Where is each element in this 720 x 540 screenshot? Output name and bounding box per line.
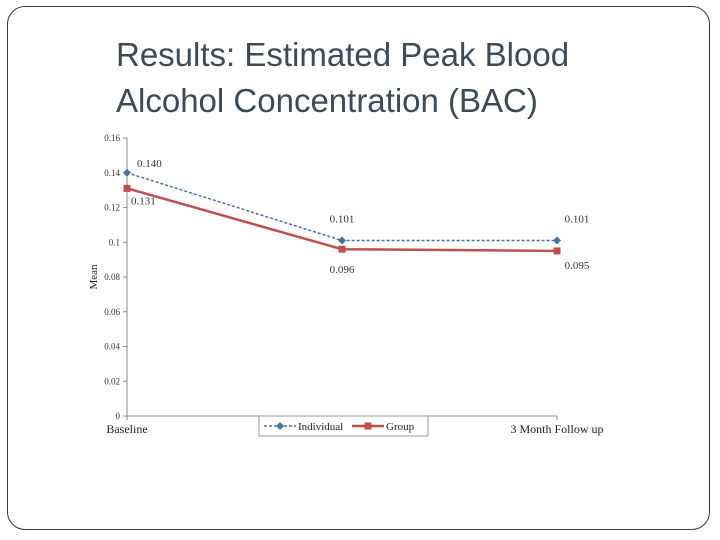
chart-axes: 0 0.02 0.04 0.06 0.08 0.1 0.12 0.14 0.16 Baseline… bbox=[88, 133, 604, 436]
x-tick-label: Baseline bbox=[106, 422, 147, 436]
slide-title-line-2: Alcohol Concentration (BAC) bbox=[116, 82, 538, 119]
y-tick-label: 0.06 bbox=[104, 307, 120, 317]
data-label-individual: 0.101 bbox=[565, 214, 590, 226]
slide-title-line-1: Results: Estimated Peak Blood bbox=[116, 36, 570, 73]
point-group bbox=[338, 245, 346, 253]
legend-marker-group bbox=[364, 422, 372, 430]
y-tick-label: 0.02 bbox=[104, 376, 120, 386]
y-tick-label: 0 bbox=[116, 411, 121, 421]
point-individual bbox=[338, 236, 346, 245]
legend-box bbox=[258, 415, 429, 437]
data-label-individual: 0.101 bbox=[330, 214, 355, 226]
chart-legend: Individual Group bbox=[258, 415, 429, 437]
point-group bbox=[123, 184, 131, 192]
point-individual bbox=[553, 236, 561, 245]
y-tick-label: 0.1 bbox=[109, 237, 120, 247]
chart-series-layer bbox=[123, 168, 561, 255]
data-label-group: 0.131 bbox=[131, 195, 156, 207]
slide-frame bbox=[7, 6, 710, 530]
point-individual bbox=[123, 168, 131, 177]
slide-title: Results: Estimated Peak Blood Alcohol Co… bbox=[116, 32, 696, 124]
point-group bbox=[553, 247, 561, 255]
y-tick-label: 0.04 bbox=[104, 342, 120, 352]
data-label-group: 0.095 bbox=[565, 260, 590, 272]
legend-label-individual: Individual bbox=[298, 421, 343, 433]
legend-marker-individual bbox=[276, 422, 284, 430]
y-tick-label: 0.08 bbox=[104, 272, 120, 282]
y-tick-label: 0.16 bbox=[104, 133, 120, 143]
x-tick-label: 3 Month Follow up bbox=[510, 422, 603, 436]
data-label-individual: 0.140 bbox=[137, 158, 162, 170]
chart-data-labels: 0.140 0.101 0.101 0.131 0.096 0.095 bbox=[131, 158, 590, 276]
data-label-group: 0.096 bbox=[330, 264, 355, 276]
legend-label-group: Group bbox=[386, 421, 415, 433]
y-tick-label: 0.12 bbox=[104, 203, 120, 213]
y-tick-label: 0.14 bbox=[104, 168, 120, 178]
y-axis-title: Mean bbox=[88, 264, 100, 290]
